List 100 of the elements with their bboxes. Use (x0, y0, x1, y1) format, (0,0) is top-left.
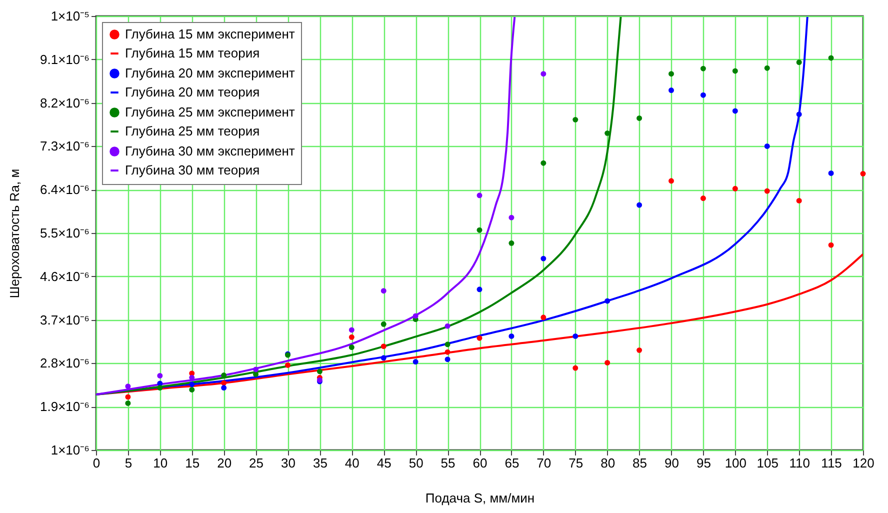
point (796, 112, 802, 118)
point (348, 327, 354, 333)
y-tick-label: 7.3×10⁻⁶ (40, 138, 90, 154)
point (508, 240, 514, 246)
y-tick-label: 1×10⁻⁶ (50, 442, 90, 458)
point (189, 382, 195, 388)
point (125, 394, 131, 400)
legend-label: Глубина 20 мм эксперимент (125, 66, 295, 80)
x-tick-label: 85 (632, 456, 648, 470)
point (348, 344, 354, 350)
point (412, 313, 418, 319)
point (476, 192, 482, 198)
point (221, 380, 227, 386)
point (540, 160, 546, 166)
point (476, 286, 482, 292)
point (636, 202, 642, 208)
line-series (96, 16, 516, 396)
point (764, 143, 770, 149)
x-tick-label: 0 (92, 456, 100, 470)
legend-label: Глубина 15 мм теория (125, 46, 260, 60)
point (732, 186, 738, 192)
x-tick-label: 115 (821, 456, 842, 470)
point (508, 214, 514, 220)
legend-label: Глубина 15 мм эксперимент (125, 26, 295, 42)
x-tick-label: 55 (440, 456, 456, 470)
point (764, 188, 770, 194)
y-tick-label: 6.4×10⁻⁶ (40, 182, 90, 198)
y-tick-label: 2.8×10⁻⁶ (40, 356, 90, 371)
x-axis-title: Подача S, мм/мин (425, 490, 535, 506)
x-tick-label: 110 (789, 456, 810, 470)
x-tick-label: 25 (249, 456, 264, 470)
point (412, 359, 418, 364)
x-tick-label: 50 (408, 456, 424, 470)
legend-label: Глубина 30 мм эксперимент (125, 144, 295, 158)
point (540, 314, 546, 320)
point (828, 55, 834, 61)
point (732, 108, 738, 114)
legend-label: Глубина 25 мм эксперимент (125, 104, 295, 120)
point (316, 368, 322, 374)
point (572, 365, 578, 371)
x-tick-label: 90 (664, 456, 679, 470)
x-tick-label: 65 (504, 456, 520, 470)
y-tick-label: 8.2×10⁻⁶ (40, 95, 90, 110)
x-tick-label: 35 (312, 456, 328, 470)
y-tick-label: 5.5×10⁻⁶ (40, 226, 90, 240)
x-tick-label: 20 (217, 456, 232, 470)
x-tick-label: 40 (344, 456, 360, 470)
x-tick-label: 100 (724, 456, 747, 470)
line-series (96, 253, 863, 396)
point (157, 385, 163, 391)
point (572, 333, 578, 339)
point (508, 333, 514, 339)
legend-label: Глубина 25 мм теория (125, 124, 260, 138)
point (189, 386, 195, 392)
legend-label: Глубина 30 мм теория (125, 162, 260, 178)
x-tick-label: 70 (536, 456, 552, 470)
x-tick-label: 30 (281, 456, 296, 470)
point (444, 323, 450, 329)
point (700, 196, 706, 202)
line-series (96, 16, 622, 396)
point (476, 335, 482, 341)
point (380, 344, 386, 350)
point (125, 384, 131, 390)
point (636, 116, 642, 121)
point (668, 88, 674, 93)
x-tick-label: 80 (600, 456, 616, 470)
x-tick-label: 10 (153, 456, 168, 470)
x-tick-label: 60 (472, 456, 488, 470)
x-tick-label: 75 (568, 456, 584, 470)
point (444, 349, 450, 355)
point (860, 170, 866, 176)
point (125, 400, 131, 406)
point (668, 71, 674, 77)
point (380, 355, 386, 361)
point (764, 65, 770, 71)
y-tick-label: 4.6×10⁻⁶ (40, 268, 90, 284)
point (444, 356, 450, 362)
point (540, 256, 546, 262)
x-tick-label: 95 (696, 456, 711, 470)
point (572, 116, 578, 122)
point (732, 68, 738, 74)
point (221, 385, 227, 391)
point (157, 373, 163, 378)
y-tick-label: 1.9×10⁻⁶ (40, 399, 90, 414)
x-tick-label: 5 (124, 456, 132, 470)
point (668, 178, 674, 184)
y-tick-label: 1×10⁻⁵ (50, 8, 90, 24)
point (444, 342, 450, 348)
point (700, 92, 706, 98)
x-tick-label: 105 (756, 456, 778, 470)
point (796, 198, 802, 204)
point (348, 334, 354, 340)
point (285, 362, 290, 368)
legend-label: Глубина 20 мм теория (125, 84, 260, 100)
y-tick-label: 3.7×10⁻⁶ (40, 312, 90, 328)
point (796, 60, 802, 66)
point (604, 298, 610, 304)
point (828, 242, 834, 248)
point (380, 321, 386, 327)
y-axis-title: Шероховатость Ra, м (7, 168, 22, 298)
